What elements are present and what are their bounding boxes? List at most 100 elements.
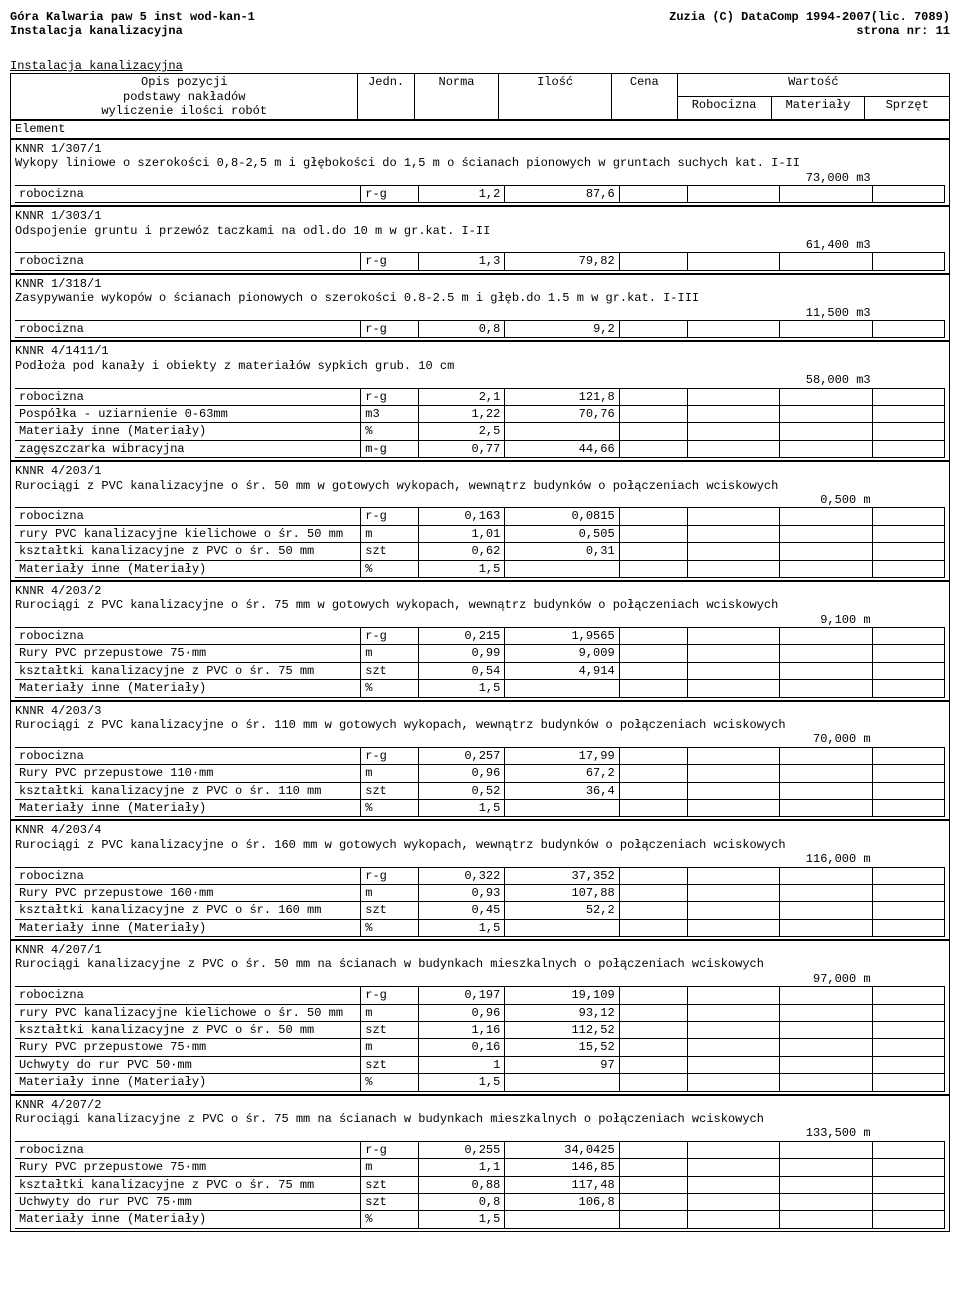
line-robocizna [687, 508, 780, 525]
block-title: Zasypywanie wykopów o ścianach pionowych… [15, 291, 945, 305]
header-right: Zuzia (C) DataComp 1994-2007(lic. 7089) … [669, 10, 950, 39]
line-ilosc: 0,0815 [505, 508, 619, 525]
line-norma: 0,163 [418, 508, 504, 525]
line-unit: m-g [361, 440, 419, 457]
line-materialy [780, 884, 873, 901]
line-norma: 1,2 [418, 185, 504, 202]
line-robocizna [687, 1022, 780, 1039]
line-robocizna [687, 1039, 780, 1056]
line-row: robociznar-g1,379,82 [15, 253, 945, 270]
line-norma: 0,77 [418, 440, 504, 457]
line-row: kształtki kanalizacyjne z PVC o śr. 50 m… [15, 1022, 945, 1039]
line-robocizna [687, 799, 780, 816]
line-norma: 0,45 [418, 902, 504, 919]
line-robocizna [687, 185, 780, 202]
line-norma: 1,01 [418, 525, 504, 542]
line-unit: r-g [361, 867, 419, 884]
line-norma: 1,5 [418, 560, 504, 577]
block-lines-table: robociznar-g0,89,2 [15, 320, 945, 338]
line-sprzet [873, 680, 945, 697]
line-unit: r-g [361, 747, 419, 764]
line-desc: robocizna [15, 253, 361, 270]
block-row: KNNR 4/1411/1Podłoża pod kanały i obiekt… [11, 341, 950, 461]
line-unit: szt [361, 543, 419, 560]
line-norma: 0,197 [418, 987, 504, 1004]
line-robocizna [687, 747, 780, 764]
line-materialy [780, 253, 873, 270]
line-robocizna [687, 423, 780, 440]
line-cena [619, 884, 687, 901]
line-sprzet [873, 1074, 945, 1091]
line-row: Materiały inne (Materiały)%2,5 [15, 423, 945, 440]
line-row: kształtki kanalizacyjne z PVC o śr. 75 m… [15, 662, 945, 679]
block-code: KNNR 4/1411/1 [15, 344, 945, 358]
line-unit: m [361, 1159, 419, 1176]
block-lines-table: robociznar-g0,1630,0815rury PVC kanaliza… [15, 507, 945, 578]
line-sprzet [873, 423, 945, 440]
line-materialy [780, 680, 873, 697]
col-unit: Jedn. [358, 74, 414, 121]
block-row: KNNR 4/203/3Rurociągi z PVC kanalizacyjn… [11, 701, 950, 821]
line-desc: Materiały inne (Materiały) [15, 423, 361, 440]
line-materialy [780, 560, 873, 577]
line-norma: 0,16 [418, 1039, 504, 1056]
line-norma: 0,255 [418, 1141, 504, 1158]
block-quantity: 133,500 m [15, 1126, 945, 1140]
line-desc: Rury PVC przepustowe 75·mm [15, 1039, 361, 1056]
line-unit: % [361, 680, 419, 697]
line-norma: 0,99 [418, 645, 504, 662]
line-materialy [780, 508, 873, 525]
line-norma: 0,96 [418, 1004, 504, 1021]
line-ilosc [505, 919, 619, 936]
line-cena [619, 919, 687, 936]
line-materialy [780, 765, 873, 782]
line-unit: r-g [361, 388, 419, 405]
header-right-line2: strona nr: 11 [669, 24, 950, 38]
line-desc: Materiały inne (Materiały) [15, 680, 361, 697]
line-ilosc [505, 680, 619, 697]
line-unit: m [361, 645, 419, 662]
line-ilosc [505, 1074, 619, 1091]
line-sprzet [873, 253, 945, 270]
block-title: Rurociągi kanalizacyjne z PVC o śr. 50 m… [15, 957, 945, 971]
line-materialy [780, 799, 873, 816]
line-materialy [780, 1004, 873, 1021]
line-row: kształtki kanalizacyjne z PVC o śr. 75 m… [15, 1176, 945, 1193]
block-quantity: 116,000 m [15, 852, 945, 866]
line-unit: r-g [361, 185, 419, 202]
line-unit: szt [361, 902, 419, 919]
line-materialy [780, 1211, 873, 1228]
block-code: KNNR 4/203/1 [15, 464, 945, 478]
line-desc: kształtki kanalizacyjne z PVC o śr. 75 m… [15, 1176, 361, 1193]
line-ilosc: 19,109 [505, 987, 619, 1004]
line-row: robociznar-g1,287,6 [15, 185, 945, 202]
line-desc: zagęszczarka wibracyjna [15, 440, 361, 457]
block-cell: KNNR 4/1411/1Podłoża pod kanały i obiekt… [11, 341, 950, 461]
line-ilosc: 34,0425 [505, 1141, 619, 1158]
line-robocizna [687, 884, 780, 901]
col-sprzet: Sprzęt [865, 97, 950, 121]
line-norma: 0,96 [418, 765, 504, 782]
line-cena [619, 185, 687, 202]
line-cena [619, 508, 687, 525]
line-unit: % [361, 1211, 419, 1228]
col-desc-l2: podstawy nakładów [15, 90, 353, 104]
block-quantity: 73,000 m3 [15, 171, 945, 185]
line-norma: 0,88 [418, 1176, 504, 1193]
line-ilosc: 17,99 [505, 747, 619, 764]
line-materialy [780, 662, 873, 679]
line-cena [619, 902, 687, 919]
line-robocizna [687, 1193, 780, 1210]
line-cena [619, 1039, 687, 1056]
block-quantity: 9,100 m [15, 613, 945, 627]
line-robocizna [687, 388, 780, 405]
line-desc: Uchwyty do rur PVC 50·mm [15, 1056, 361, 1073]
page-header: Góra Kalwaria paw 5 inst wod-kan-1 Insta… [10, 10, 950, 39]
block-row: KNNR 4/203/4Rurociągi z PVC kanalizacyjn… [11, 820, 950, 940]
block-cell: KNNR 4/203/2Rurociągi z PVC kanalizacyjn… [11, 581, 950, 701]
line-materialy [780, 1056, 873, 1073]
line-unit: % [361, 919, 419, 936]
section-title: Instalacja kanalizacyjna [10, 59, 950, 73]
line-cena [619, 1176, 687, 1193]
line-desc: Rury PVC przepustowe 110·mm [15, 765, 361, 782]
